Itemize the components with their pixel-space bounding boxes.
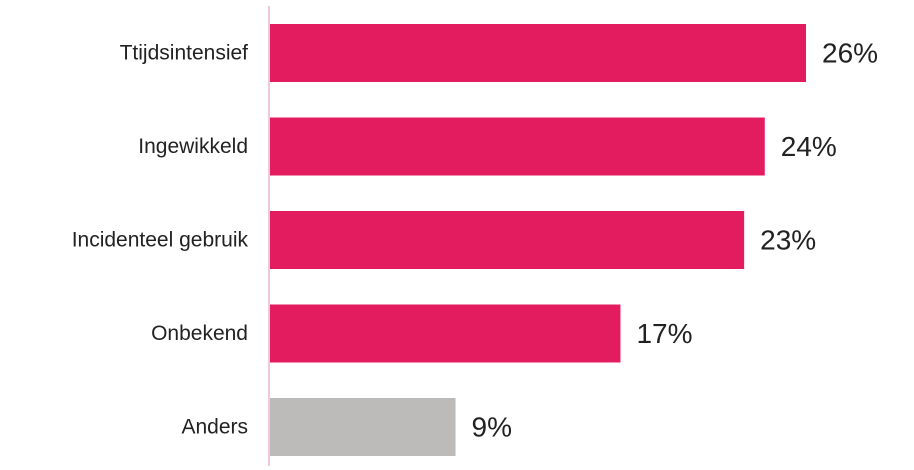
bar-4 [270, 398, 456, 456]
value-label-2: 23% [760, 225, 816, 256]
category-label-0: Ttijdsintensief [120, 42, 249, 65]
category-label-4: Anders [181, 416, 248, 439]
bar-0 [270, 24, 806, 82]
value-label-1: 24% [781, 131, 837, 162]
bar-1 [270, 117, 765, 176]
category-label-3: Onbekend [151, 322, 248, 345]
category-label-2: Incidenteel gebruik [72, 229, 249, 252]
value-label-0: 26% [822, 38, 878, 69]
bars-group [270, 24, 806, 456]
value-labels-group: 26% 24% 23% 17% 9% [472, 38, 879, 443]
category-labels-group: Ttijdsintensief Ingewikkeld Incidenteel ge… [72, 42, 249, 439]
bar-2 [270, 211, 745, 269]
category-label-1: Ingewikkeld [138, 135, 248, 158]
value-label-3: 17% [636, 318, 692, 349]
value-label-4: 9% [472, 412, 512, 443]
bar-3 [270, 304, 621, 363]
